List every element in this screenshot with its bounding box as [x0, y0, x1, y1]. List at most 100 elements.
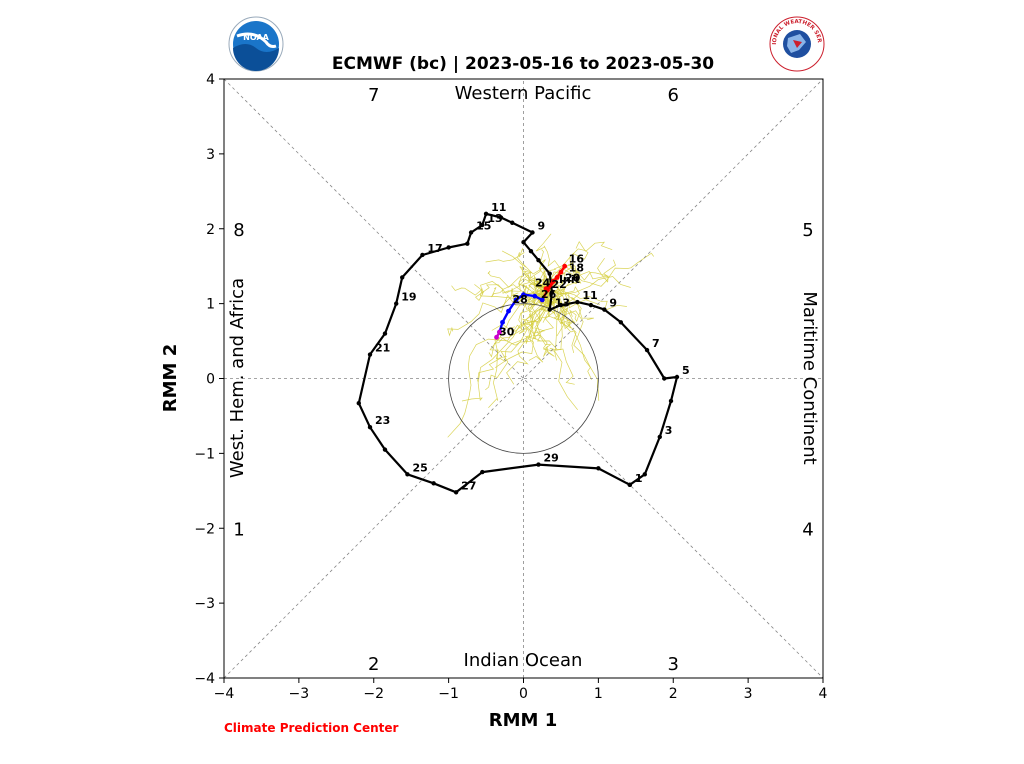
noaa-logo: NOAA	[228, 16, 284, 72]
ensemble-member-line	[506, 288, 550, 385]
phase-number: 4	[802, 519, 813, 540]
observed-point	[547, 307, 552, 312]
observed-point	[662, 376, 667, 381]
ensemble-member-line	[545, 252, 654, 289]
ensemble-member-line	[545, 259, 616, 294]
observed-day-label: 15	[476, 219, 491, 232]
observed-point	[480, 222, 485, 228]
observed-day-label: 17	[427, 242, 442, 255]
ensemble-member-line	[545, 286, 601, 309]
ensemble-member-line	[474, 278, 547, 301]
x-axis-label: RMM 1	[489, 710, 557, 731]
observed-day-label: 1	[635, 472, 643, 485]
observed-point	[498, 215, 504, 220]
observed-day-label: 5	[682, 364, 690, 377]
y-tick-label: 3	[206, 147, 215, 163]
forecast-point	[506, 308, 511, 314]
chart-title: ECMWF (bc) | 2023-05-16 to 2023-05-30	[332, 54, 714, 74]
unit-circle	[448, 303, 599, 454]
y-tick-label: −4	[194, 671, 215, 687]
phase-number: 2	[368, 654, 379, 675]
observed-point	[465, 241, 470, 246]
observed-point	[536, 462, 541, 467]
phase-number: 6	[668, 85, 679, 106]
ensemble-member-line	[522, 288, 555, 363]
observed-point	[431, 481, 436, 486]
forecast-point	[551, 278, 556, 284]
phase-number: 7	[368, 85, 379, 106]
observed-point	[547, 271, 552, 276]
ensemble-member-line	[545, 271, 627, 312]
forecast-track	[494, 263, 568, 340]
ensemble-member-line	[487, 266, 547, 289]
y-tick-label: 4	[206, 72, 215, 88]
region-label-bottom: Indian Ocean	[464, 650, 583, 671]
x-tick-label: −2	[363, 686, 384, 702]
x-tick-label: −3	[289, 686, 310, 702]
forecast-day-label: 24	[535, 277, 551, 290]
observed-day-label: 21	[375, 342, 390, 355]
region-label-right: Maritime Continent	[799, 291, 820, 464]
credit-label: Climate Prediction Center	[224, 721, 399, 735]
ensemble-member-line	[545, 257, 609, 298]
x-tick-label: 1	[594, 686, 603, 702]
forecast-day-label: 28	[513, 293, 528, 306]
forecast-day-label: Init	[559, 273, 580, 286]
observed-point	[549, 290, 555, 295]
region-label-left: West. Hem. and Africa	[227, 278, 248, 478]
forecast-point	[545, 287, 550, 293]
phase-labels: 7 68 51 42 3	[233, 85, 814, 675]
observed-point	[468, 230, 474, 235]
ensemble-member-line	[485, 247, 548, 289]
observed-point	[453, 490, 459, 495]
observed-day-label: 9	[609, 297, 617, 310]
observed-point	[400, 275, 405, 280]
observed-point	[644, 347, 650, 353]
observed-point	[588, 302, 594, 308]
observed-point	[483, 211, 489, 216]
observed-point	[382, 331, 388, 336]
phase-number: 3	[668, 654, 679, 675]
y-tick-label: 1	[206, 297, 215, 313]
x-tick-label: −1	[438, 686, 459, 702]
y-tick-label: −3	[194, 596, 215, 612]
observed-point	[382, 447, 388, 452]
nws-logo: NATIONAL WEATHER SERVICE	[769, 16, 825, 72]
ensemble-members	[447, 233, 654, 438]
x-tick-label: 4	[819, 686, 828, 702]
phase-number: 5	[802, 220, 813, 241]
observed-point	[446, 245, 451, 250]
observed-day-label: 9	[537, 219, 545, 232]
observed-point	[618, 320, 624, 325]
ensemble-member-line	[495, 286, 547, 368]
x-tick-label: 0	[519, 686, 528, 702]
forecast-point	[494, 334, 499, 340]
ensemble-member-line	[489, 288, 547, 360]
x-tick-label: 3	[744, 686, 753, 702]
observed-line	[357, 212, 679, 494]
forecast-day-label: 18	[569, 262, 584, 275]
observed-point	[405, 472, 410, 477]
ensemble-member-line	[545, 288, 593, 380]
observed-day-label: 11	[582, 289, 597, 302]
forecast-day-label: 26	[541, 288, 557, 301]
observed-point	[627, 482, 633, 488]
forecast-point	[532, 293, 538, 299]
observed-point	[420, 252, 425, 258]
ensemble-member-line	[451, 281, 547, 299]
forecast-point	[497, 329, 502, 335]
observed-day-label: 13	[555, 297, 570, 310]
phase-number: 1	[233, 519, 244, 540]
observed-point	[521, 240, 526, 245]
observed-point	[510, 220, 515, 225]
observed-point	[356, 401, 361, 406]
x-tick-label: −4	[214, 686, 235, 702]
observed-point	[367, 424, 373, 430]
y-tick-label: 0	[206, 372, 215, 388]
observed-day-label: 19	[401, 291, 416, 304]
y-tick-label: −2	[194, 521, 215, 537]
observed-track	[356, 211, 680, 495]
observed-point	[530, 230, 535, 235]
